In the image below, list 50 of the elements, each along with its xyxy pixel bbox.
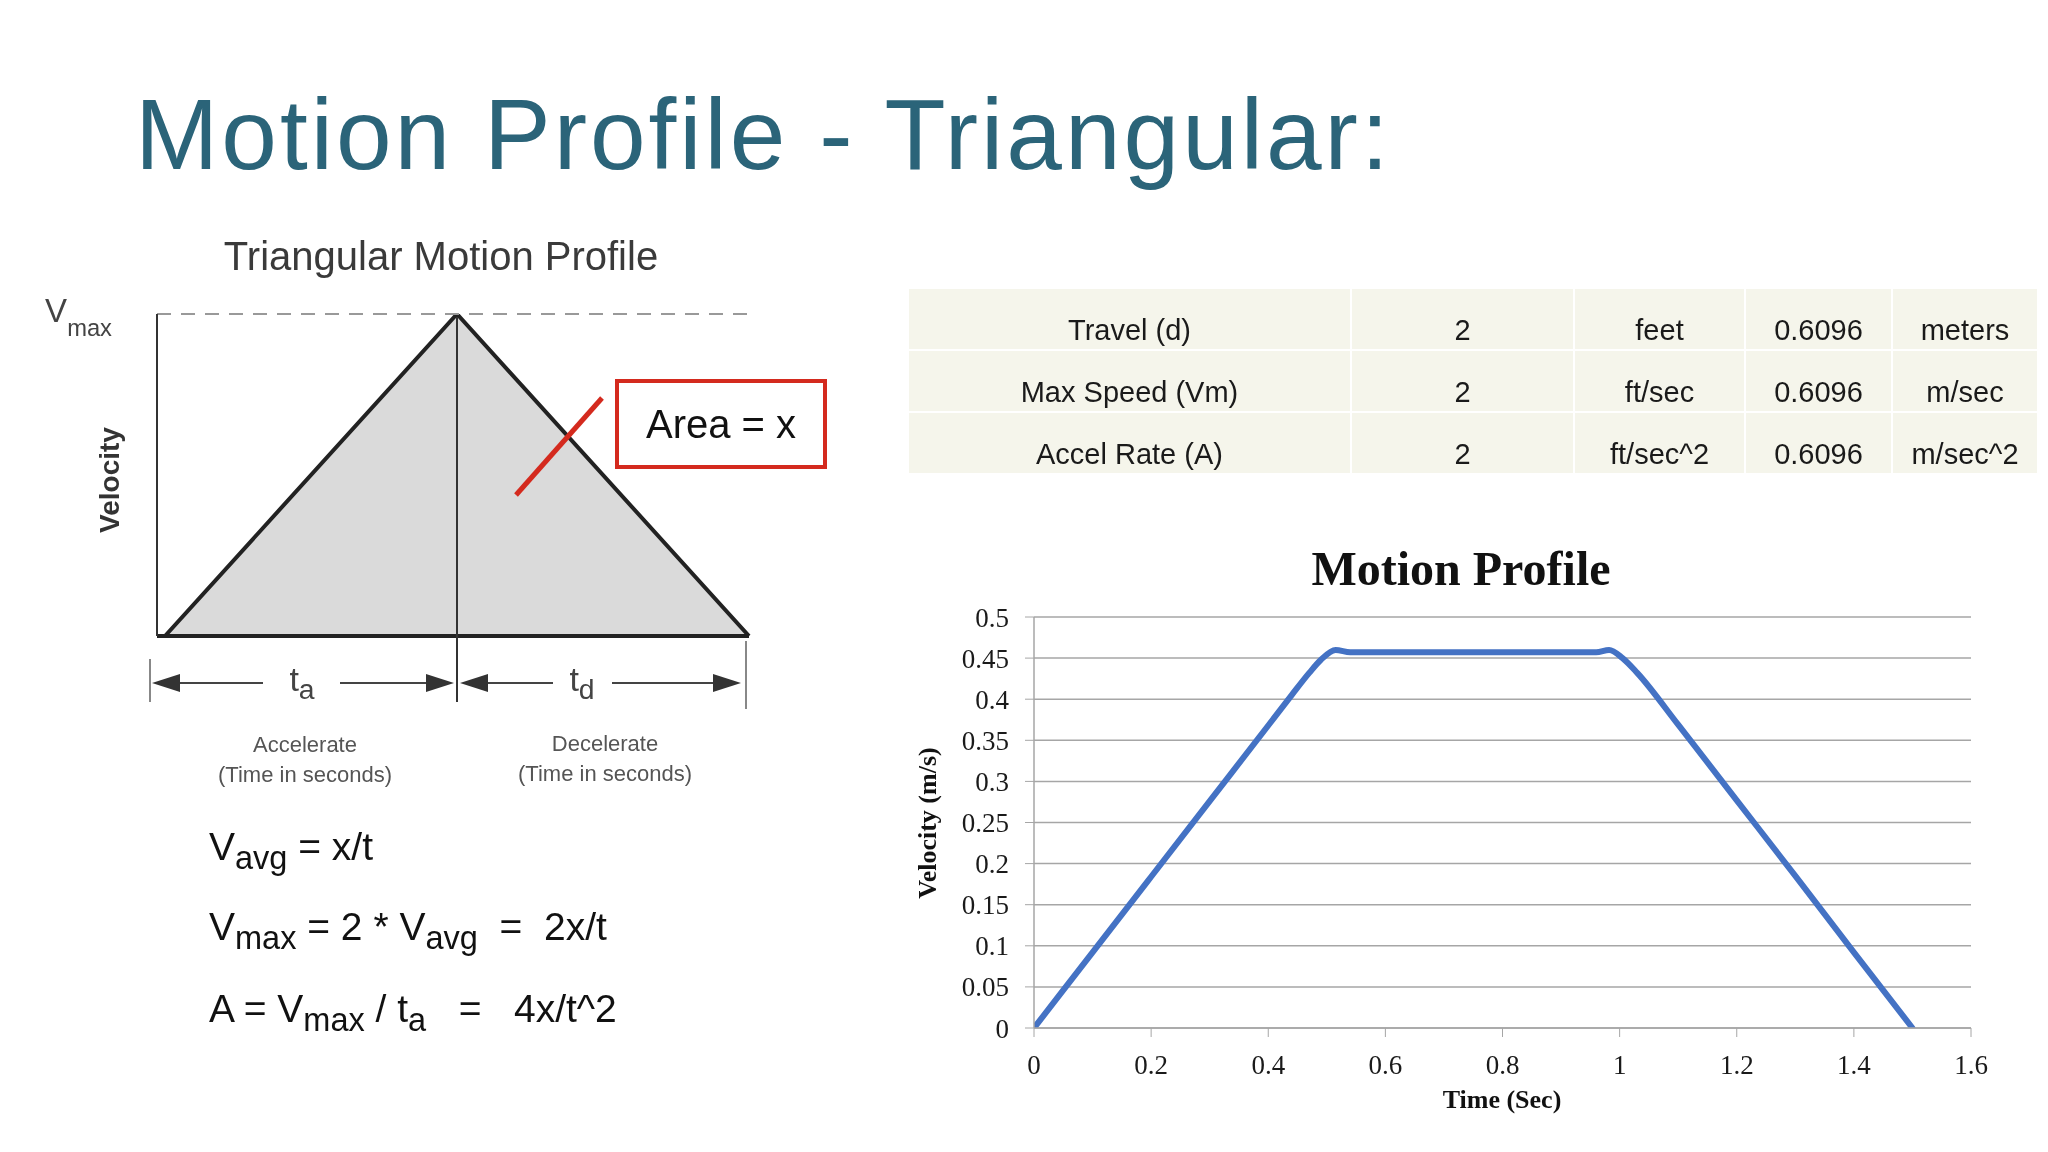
y-tick-label: 0.2 xyxy=(975,849,1009,880)
y-tick-label: 0.4 xyxy=(975,684,1010,715)
x-tick-label: 0 xyxy=(1027,1050,1041,1081)
text: t$_{d}$ xyxy=(569,660,595,706)
text: Travel (d) xyxy=(1068,313,1191,347)
chart-title: Motion Profile xyxy=(1311,541,1611,596)
text: 2 xyxy=(1454,313,1471,347)
x-tick-label: 1.4 xyxy=(1837,1050,1872,1081)
y-tick-label: 0.5 xyxy=(975,602,1009,633)
y-tick-label: 0.3 xyxy=(975,766,1009,797)
ref-line-label: V$_{max}$ xyxy=(45,292,113,341)
text: 2 xyxy=(1454,375,1471,409)
text: Motion Profile - Triangular: xyxy=(135,78,1392,190)
chart-title: Triangular Motion Profile xyxy=(223,234,659,278)
x-tick-label: 1 xyxy=(1612,1050,1627,1081)
text: t$_{a}$ xyxy=(289,660,315,706)
x-tick-label: 0.6 xyxy=(1368,1050,1403,1081)
x-tick-label: 1.6 xyxy=(1954,1050,1988,1081)
y-axis-title: Velocity (m/s) xyxy=(912,747,943,899)
y-tick-label: 0.45 xyxy=(961,643,1009,674)
x-axis-title: Time (Sec) xyxy=(1442,1084,1562,1115)
y-tick-label: 0 xyxy=(995,1013,1009,1044)
x-tick-label: 0.2 xyxy=(1134,1050,1168,1081)
text: meters xyxy=(1920,313,2010,347)
text: ft/sec^2 xyxy=(1609,437,1710,471)
y-axis-title: Velocity xyxy=(93,427,126,533)
text: 0.6096 xyxy=(1774,375,1863,409)
y-tick-label: 0.35 xyxy=(961,725,1009,756)
annotation: Area = x xyxy=(645,402,797,446)
x-tick-label: 0.8 xyxy=(1485,1050,1520,1081)
y-tick-label: 0.25 xyxy=(961,808,1009,839)
text: feet xyxy=(1635,313,1684,347)
y-tick-label: 0.15 xyxy=(961,890,1009,921)
y-tick-label: 0.05 xyxy=(961,972,1009,1003)
y-tick-label: 0.1 xyxy=(975,931,1009,962)
text: V$_{max}$ = 2 * V$_{avg}$ = 2x/t xyxy=(209,905,607,956)
text: 2 xyxy=(1454,437,1471,471)
text: 0.6096 xyxy=(1774,313,1863,347)
text: Decelerate (Time in seconds) xyxy=(517,730,693,788)
x-tick-label: 0.4 xyxy=(1251,1050,1286,1081)
x-tick-label: 1.2 xyxy=(1719,1050,1754,1081)
text: Accel Rate (A) xyxy=(1036,437,1223,471)
text: Max Speed (Vm) xyxy=(1020,375,1239,409)
text: A = V$_{max}$ / t$_{a}$ = 4x/t^2 xyxy=(209,987,617,1038)
text: ft/sec xyxy=(1624,375,1695,409)
text: m/sec^2 xyxy=(1911,437,2019,471)
text: m/sec xyxy=(1926,375,2004,409)
text: V$_{avg}$ = x/t xyxy=(209,825,374,876)
text: Accelerate (Time in seconds) xyxy=(217,731,393,789)
text: 0.6096 xyxy=(1774,437,1863,471)
